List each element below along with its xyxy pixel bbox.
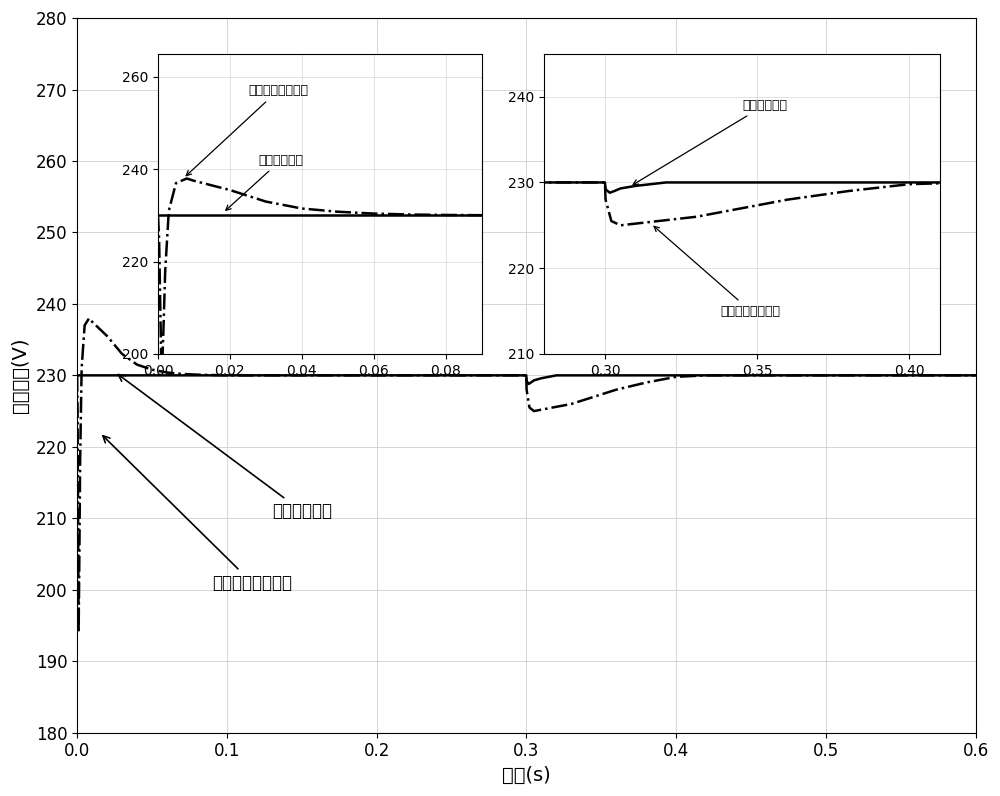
X-axis label: 时间(s): 时间(s) bbox=[502, 766, 551, 785]
Text: 传统比例积分控制: 传统比例积分控制 bbox=[103, 435, 292, 591]
Text: 直接增益控制: 直接增益控制 bbox=[118, 375, 332, 520]
Y-axis label: 直流电压(V): 直流电压(V) bbox=[11, 338, 30, 413]
